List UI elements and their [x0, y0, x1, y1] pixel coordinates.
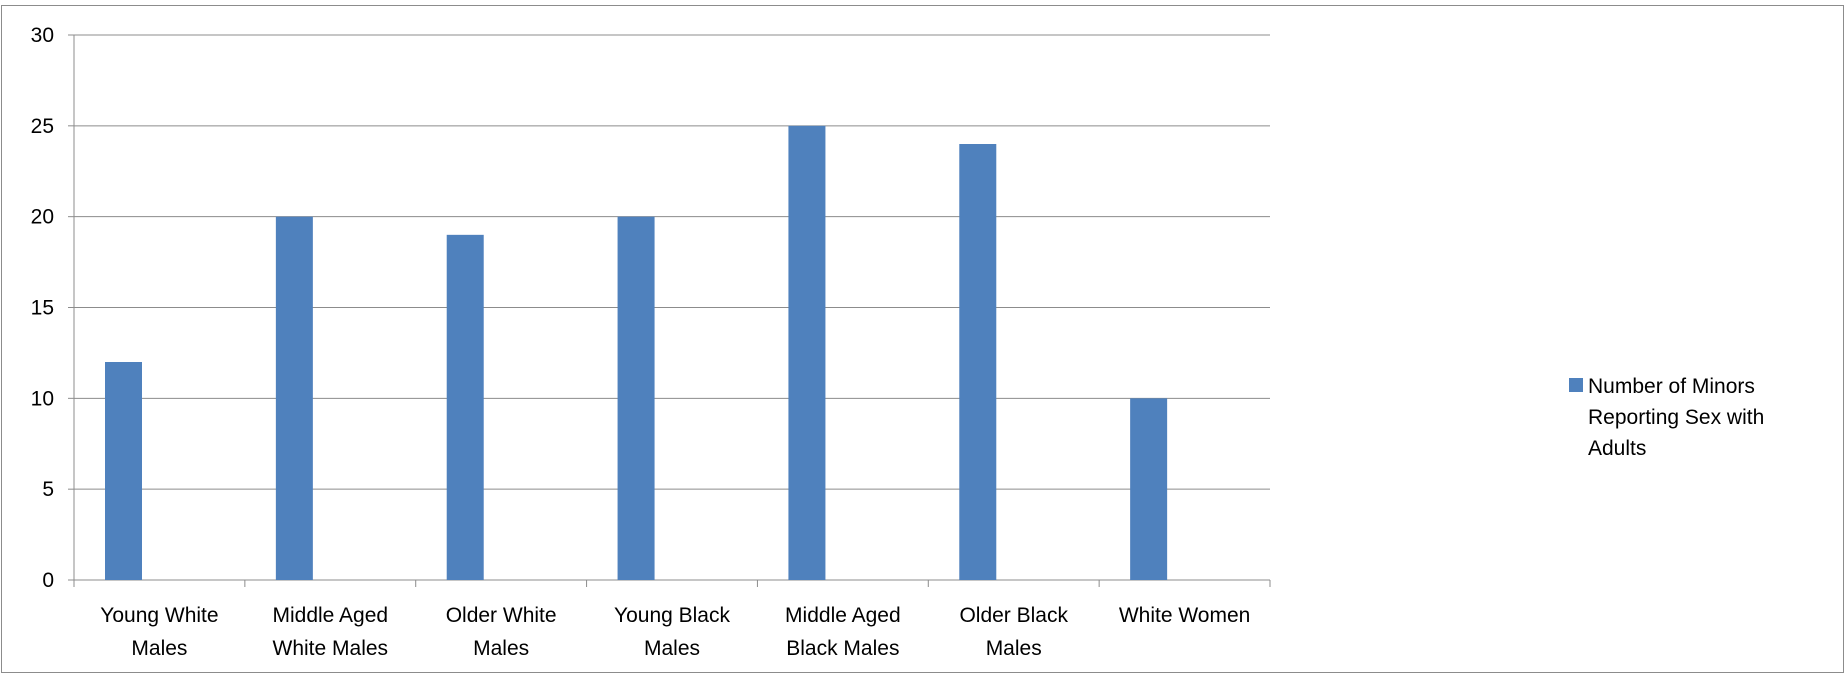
bar-6	[959, 144, 997, 580]
x-tick-label-line: Young White	[100, 604, 218, 627]
x-tick-label: Young White Males	[100, 604, 218, 660]
bar-7	[1130, 398, 1168, 580]
x-tick-label-line: Middle Aged	[272, 604, 388, 627]
x-axis: Young White Males Middle Aged White Males Ol…	[73, 579, 1271, 660]
bar-1	[105, 362, 142, 580]
x-tick-label-line: Males	[131, 637, 187, 660]
x-tick-label-line: Older White	[446, 604, 557, 627]
legend: Number of Minors Reporting Sex with Adul…	[1569, 371, 1789, 464]
y-tick-label: 20	[31, 206, 54, 229]
y-tick-label: 10	[31, 387, 54, 410]
x-tick-label: Young Black Males	[614, 604, 730, 660]
x-tick-label-line: White Women	[1119, 604, 1251, 627]
bar-2	[275, 216, 313, 580]
y-tick-label: 15	[31, 297, 54, 320]
bar-3	[446, 234, 484, 581]
gridlines	[74, 34, 1270, 581]
x-tick-label: Older White Males	[446, 604, 557, 660]
y-tick-label: 30	[31, 24, 54, 47]
y-axis: 0 5 10 15 20 25 30	[31, 24, 75, 592]
bar-5	[788, 125, 826, 580]
y-tick-label: 5	[42, 478, 54, 501]
x-tick-label-line: White Males	[273, 637, 389, 660]
bar-4	[617, 216, 655, 580]
x-tick-label: White Women	[1119, 604, 1251, 627]
x-tick-label-line: Black Males	[786, 637, 899, 660]
y-tick-label: 25	[31, 115, 54, 138]
legend-label: Number of Minors Reporting Sex with Adul…	[1588, 375, 1765, 460]
x-tick-label-line: Older Black	[959, 604, 1068, 627]
x-tick-label: Middle Aged Black Males	[785, 604, 901, 660]
x-tick-label: Middle Aged White Males	[272, 604, 388, 660]
x-tick-label-line: Middle Aged	[785, 604, 901, 627]
x-tick-label-line: Males	[644, 637, 700, 660]
x-tick-label-line: Young Black	[614, 604, 730, 627]
bars	[105, 125, 1168, 581]
x-tick-label-line: Males	[986, 637, 1042, 660]
y-tick-label: 0	[42, 569, 54, 592]
x-tick-label-line: Males	[473, 637, 529, 660]
x-tick-label: Older Black Males	[959, 604, 1068, 660]
legend-swatch	[1569, 378, 1583, 392]
